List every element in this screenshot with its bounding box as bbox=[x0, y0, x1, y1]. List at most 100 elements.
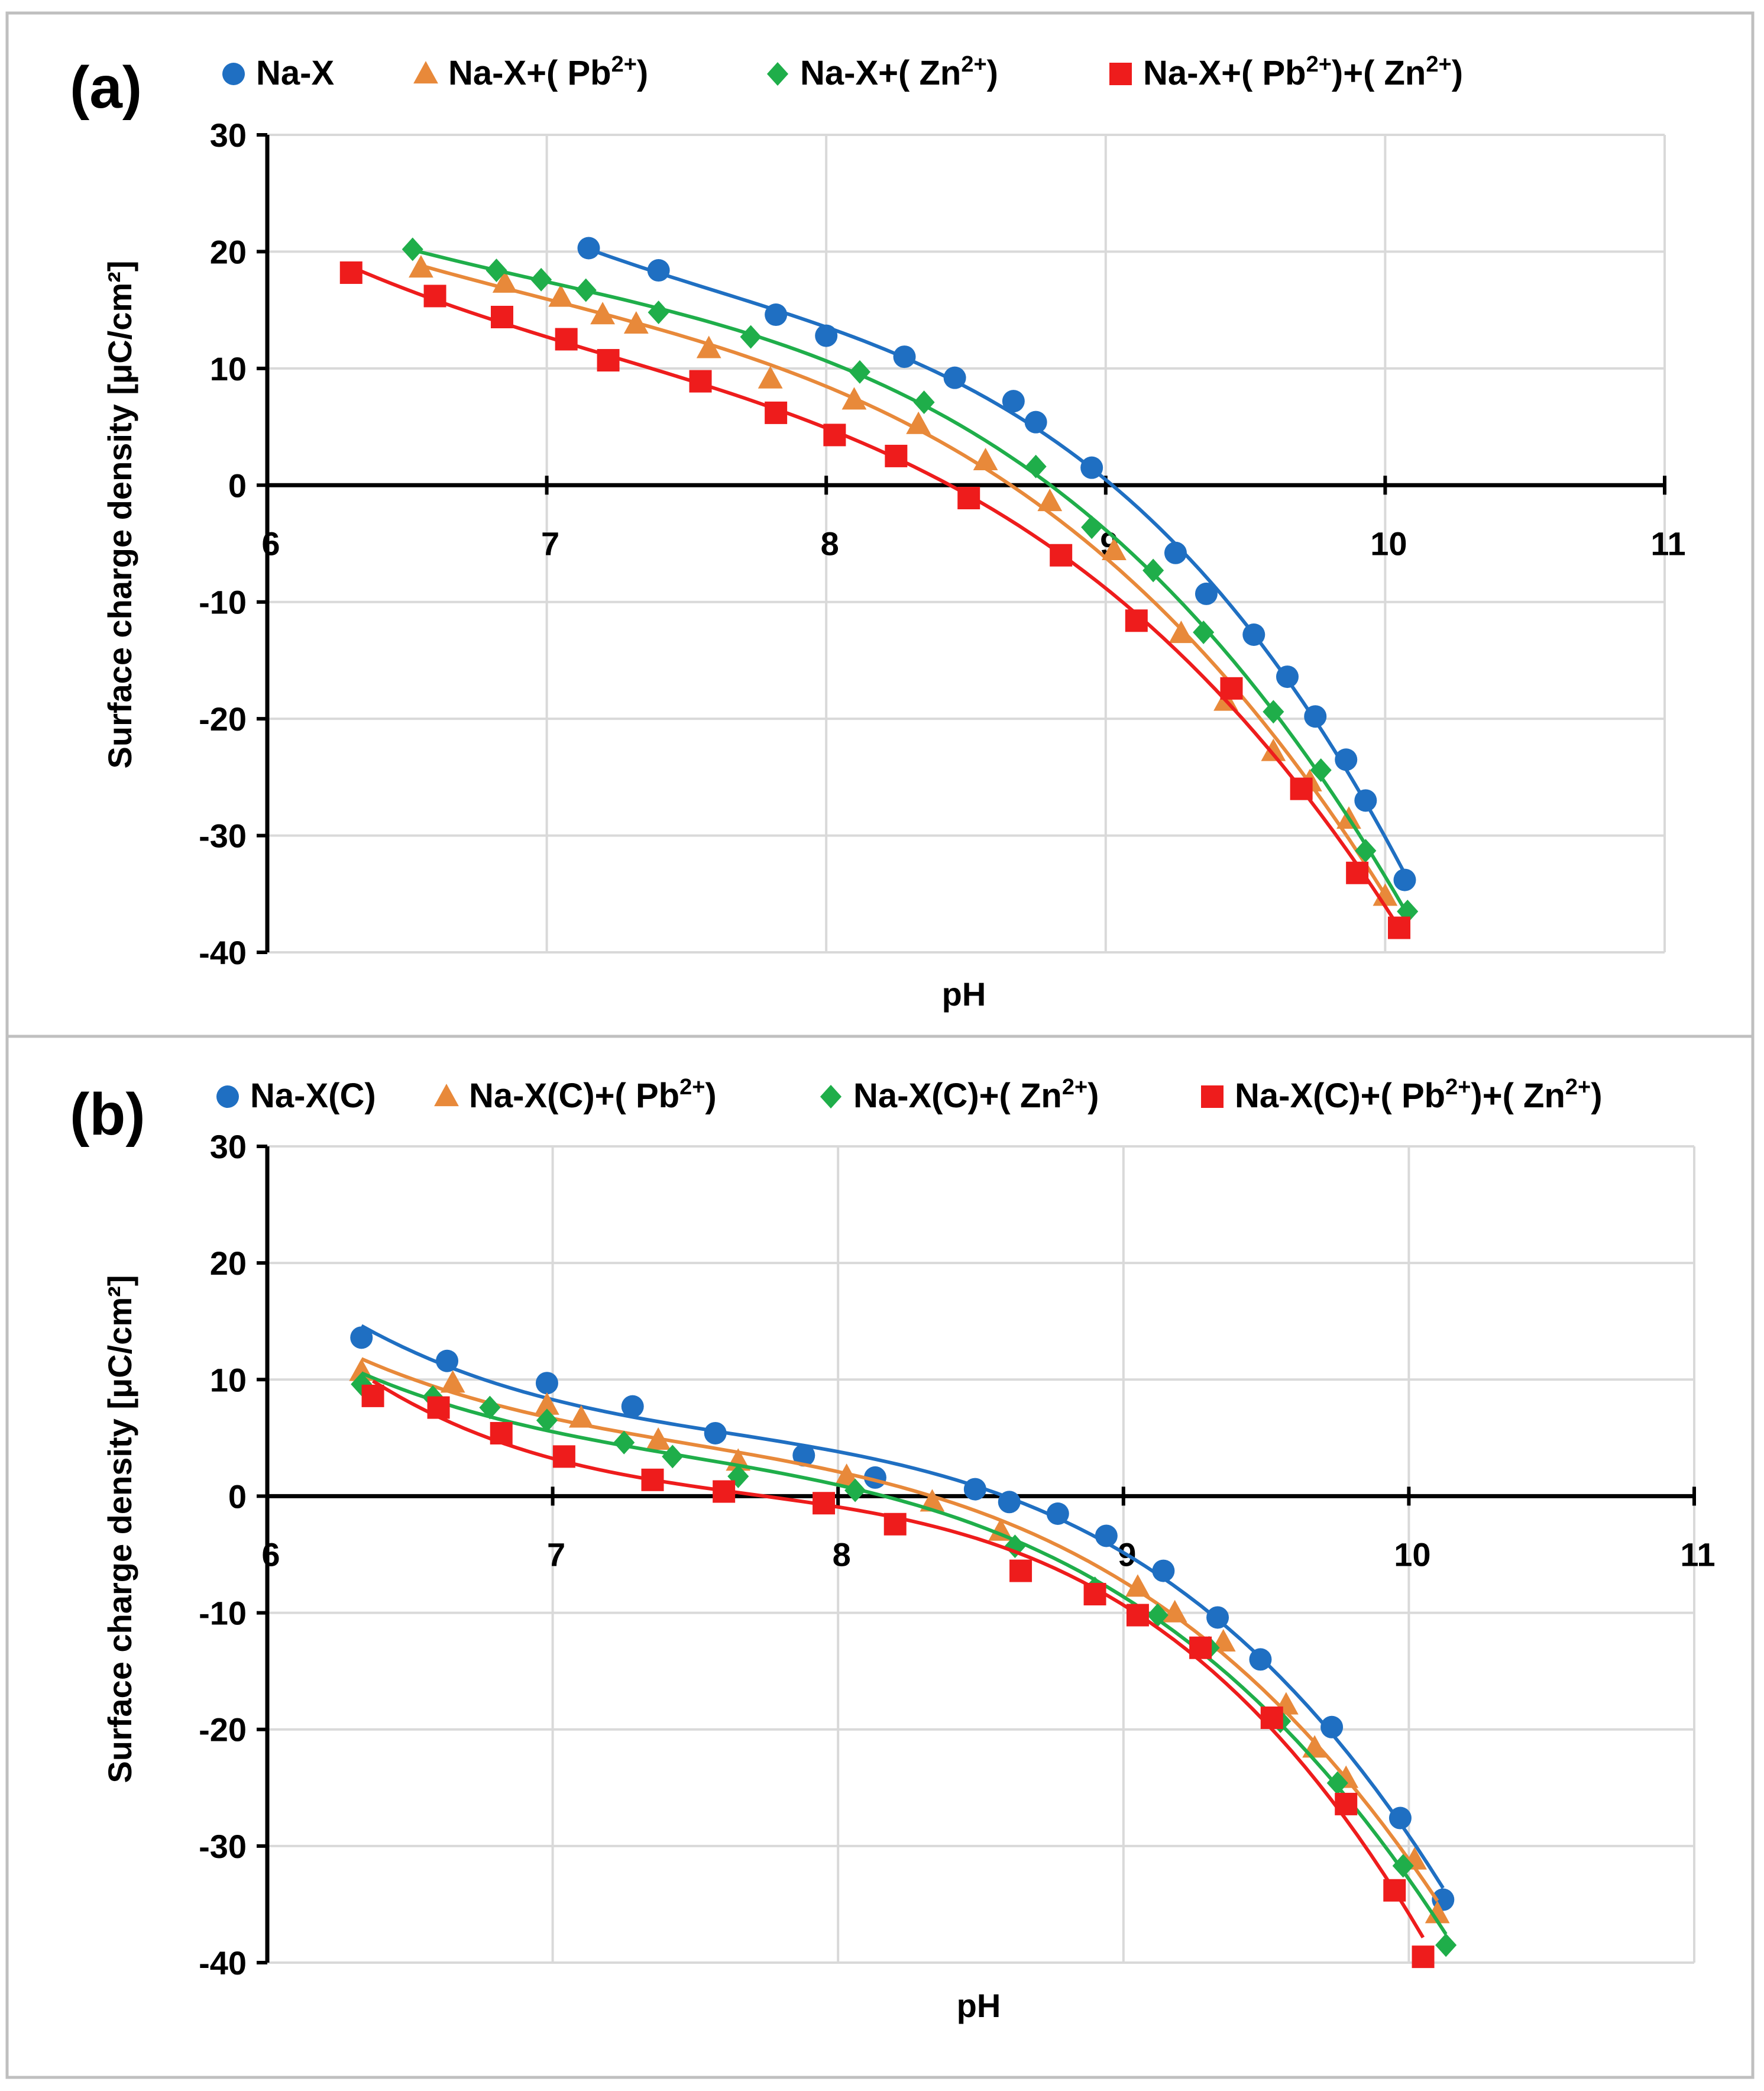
y-tick-label: 30 bbox=[210, 1128, 247, 1165]
data-point-circle bbox=[1249, 1648, 1272, 1671]
x-tick-label: 11 bbox=[1680, 1536, 1715, 1573]
data-point-square bbox=[1383, 1879, 1406, 1902]
legend-entry: Na-X+( Pb2+) bbox=[448, 52, 648, 92]
legend-entry: Na-X bbox=[256, 54, 334, 92]
data-point-circle bbox=[1276, 665, 1299, 689]
data-point-circle bbox=[1024, 411, 1047, 434]
data-point-circle bbox=[792, 1444, 815, 1467]
y-tick-label: 30 bbox=[210, 117, 247, 154]
data-point-square bbox=[1290, 777, 1313, 800]
data-point-diamond bbox=[1392, 1854, 1414, 1878]
y-tick-label: -30 bbox=[199, 817, 247, 855]
data-point-circle bbox=[1304, 705, 1327, 728]
data-point-circle bbox=[998, 1491, 1021, 1514]
data-point-triangle bbox=[906, 411, 931, 434]
data-point-triangle bbox=[1162, 1599, 1187, 1623]
data-point-triangle bbox=[568, 1405, 594, 1428]
y-tick-label: 0 bbox=[228, 467, 247, 504]
grid-a bbox=[267, 134, 1666, 954]
data-point-square bbox=[885, 444, 908, 467]
panel-label-a: (a) bbox=[70, 54, 142, 121]
data-point-diamond bbox=[613, 1430, 635, 1455]
data-point-diamond bbox=[1435, 1933, 1457, 1957]
data-point-square bbox=[1189, 1636, 1212, 1659]
data-point-diamond bbox=[1081, 515, 1103, 539]
y-axis-label-b: Surface charge density [μC/cm²] bbox=[101, 1275, 138, 1783]
data-point-square bbox=[1125, 609, 1148, 632]
data-point-circle bbox=[893, 345, 916, 369]
data-point-circle bbox=[1195, 582, 1218, 605]
data-point-square bbox=[1050, 544, 1073, 567]
data-point-square bbox=[490, 1421, 513, 1444]
data-point-diamond bbox=[648, 300, 669, 325]
data-point-circle bbox=[577, 237, 600, 260]
data-point-square bbox=[1335, 1792, 1358, 1815]
legend-entry: Na-X(C)+( Pb2+) bbox=[469, 1075, 717, 1115]
x-axis-label-b: pH bbox=[957, 1987, 1001, 2024]
y-tick-label: 20 bbox=[210, 1245, 247, 1282]
data-point-circle bbox=[535, 1372, 558, 1395]
data-point-triangle bbox=[646, 1427, 671, 1450]
data-point-triangle bbox=[535, 1392, 559, 1415]
data-point-square bbox=[713, 1480, 736, 1503]
legend-entry: Na-X(C)+( Pb2+)+( Zn2+) bbox=[1235, 1075, 1603, 1115]
legend-superscript: 2+ bbox=[611, 52, 637, 77]
legend-entry: Na-X+( Zn2+) bbox=[800, 52, 998, 92]
data-point-square bbox=[1346, 861, 1369, 884]
data-point-square bbox=[361, 1384, 384, 1407]
x-tick-label: 7 bbox=[541, 525, 559, 562]
legend-text: Na-X bbox=[256, 54, 334, 92]
data-point-triangle bbox=[834, 1463, 859, 1486]
data-point-diamond bbox=[1310, 758, 1332, 782]
data-point-circle bbox=[1206, 1606, 1229, 1629]
y-tick-label: -10 bbox=[199, 1595, 247, 1632]
legend-text: Na-X+( Pb bbox=[448, 54, 611, 92]
data-point-diamond bbox=[740, 325, 762, 349]
legend-marker-diamond bbox=[820, 1085, 842, 1108]
y-tick-label: -40 bbox=[199, 934, 247, 971]
legend-b: Na-X(C) Na-X(C)+( Pb2+) Na-X(C)+( Zn2+) Na-… bbox=[216, 1075, 1603, 1115]
data-point-circle bbox=[350, 1326, 373, 1349]
data-point-diamond bbox=[485, 258, 507, 282]
legend-marker-circle bbox=[216, 1085, 239, 1108]
legend-text: ) bbox=[705, 1077, 716, 1115]
legend-text: Na-X+( Zn bbox=[800, 54, 961, 92]
data-point-circle bbox=[1242, 623, 1265, 646]
data-point-diamond bbox=[844, 1478, 866, 1502]
legend-text: Na-X(C) bbox=[250, 1077, 376, 1115]
data-point-circle bbox=[1388, 1806, 1412, 1830]
data-point-square bbox=[490, 305, 513, 328]
data-point-square bbox=[1126, 1604, 1149, 1627]
data-point-triangle bbox=[548, 284, 574, 307]
data-point-circle bbox=[963, 1478, 986, 1501]
y-tick-label: 10 bbox=[210, 350, 247, 387]
data-point-diamond bbox=[1025, 454, 1047, 479]
data-point-triangle bbox=[1169, 620, 1194, 644]
x-tick-label: 8 bbox=[821, 525, 839, 562]
data-point-diamond bbox=[662, 1444, 684, 1469]
trendline-circle bbox=[588, 247, 1407, 875]
legend-text: ) bbox=[637, 54, 648, 92]
data-point-diamond bbox=[402, 237, 423, 261]
legend-superscript: 2+ bbox=[1445, 1075, 1471, 1100]
data-point-square bbox=[957, 487, 980, 510]
legend-superscript: 2+ bbox=[961, 52, 986, 77]
data-point-triangle bbox=[920, 1489, 945, 1512]
y-tick-label: -40 bbox=[199, 1944, 247, 1982]
x-tick-label: 10 bbox=[1370, 525, 1407, 562]
legend-text: ) bbox=[1591, 1077, 1602, 1115]
data-point-square bbox=[423, 285, 446, 308]
legend-marker-square bbox=[1109, 63, 1132, 85]
y-tick-label: -20 bbox=[199, 1711, 247, 1749]
data-point-diamond bbox=[1142, 558, 1164, 583]
data-point-circle bbox=[647, 259, 670, 282]
data-point-square bbox=[689, 370, 712, 393]
data-point-circle bbox=[1393, 868, 1416, 891]
data-point-square bbox=[597, 349, 620, 372]
trendline-triangle bbox=[420, 264, 1387, 896]
data-point-square bbox=[765, 401, 788, 424]
data-point-square bbox=[1083, 1583, 1106, 1606]
data-point-circle bbox=[815, 324, 838, 347]
